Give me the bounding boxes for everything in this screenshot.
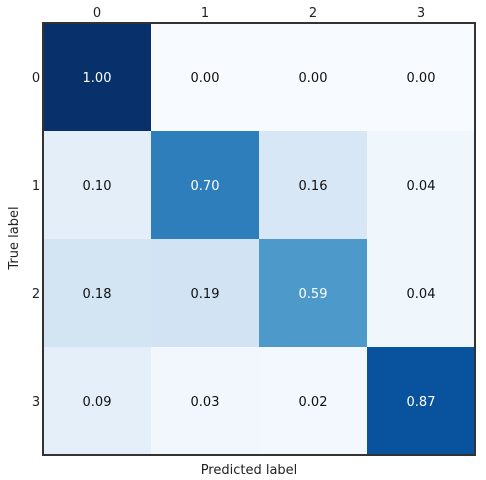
heatmap-cells xyxy=(43,23,476,456)
x-tick-label-2: 2 xyxy=(309,6,317,21)
y-tick-label-0: 0 xyxy=(32,71,40,86)
cell-value-label-r3-c3: 0.87 xyxy=(407,395,436,410)
cell-value-label-r1-c2: 0.16 xyxy=(299,179,328,194)
heatmap-cell-r1-c0 xyxy=(43,131,152,240)
heatmap-cell-r2-c0 xyxy=(43,239,152,348)
cell-value-label-r2-c2: 0.59 xyxy=(299,287,328,302)
heatmap-cell-r0-c3 xyxy=(367,23,476,132)
heatmap-cell-r1-c3 xyxy=(367,131,476,240)
cell-value-label-r0-c2: 0.00 xyxy=(299,71,328,86)
heatmap-cell-r2-c2 xyxy=(259,239,368,348)
cell-value-label-r3-c0: 0.09 xyxy=(83,395,112,410)
cell-value-label-r1-c1: 0.70 xyxy=(191,179,220,194)
x-tick-label-1: 1 xyxy=(201,6,209,21)
heatmap-cell-labels: 1.00 0.00 0.00 0.00 0.10 0.70 0.16 0.04 0.18 0.19… xyxy=(83,71,436,410)
heatmap-cell-r3-c2 xyxy=(259,347,368,456)
heatmap-cell-r3-c0 xyxy=(43,347,152,456)
heatmap-cell-r2-c1 xyxy=(151,239,260,348)
y-tick-labels: 0 1 2 3 xyxy=(32,71,40,410)
x-axis-label: Predicted label xyxy=(201,463,298,478)
y-tick-label-3: 3 xyxy=(32,395,40,410)
y-axis-label: True label xyxy=(7,206,22,270)
x-tick-label-0: 0 xyxy=(93,6,101,21)
cell-value-label-r1-c0: 0.10 xyxy=(83,179,112,194)
cell-value-label-r2-c1: 0.19 xyxy=(191,287,220,302)
cell-value-label-r0-c3: 0.00 xyxy=(407,71,436,86)
cell-value-label-r0-c1: 0.00 xyxy=(191,71,220,86)
cell-value-label-r3-c1: 0.03 xyxy=(191,395,220,410)
x-tick-labels: 0 1 2 3 xyxy=(93,6,425,21)
cell-value-label-r0-c0: 1.00 xyxy=(83,71,112,86)
cell-value-label-r1-c3: 0.04 xyxy=(407,179,436,194)
y-tick-label-1: 1 xyxy=(32,179,40,194)
heatmap-cell-r1-c1 xyxy=(151,131,260,240)
cell-value-label-r2-c3: 0.04 xyxy=(407,287,436,302)
plot-frame xyxy=(42,22,476,456)
heatmap-cell-r1-c2 xyxy=(259,131,368,240)
cell-value-label-r2-c0: 0.18 xyxy=(83,287,112,302)
heatmap-cell-r3-c3 xyxy=(367,347,476,456)
cell-value-label-r3-c2: 0.02 xyxy=(299,395,328,410)
heatmap-cell-r2-c3 xyxy=(367,239,476,348)
y-tick-label-2: 2 xyxy=(32,287,40,302)
heatmap-cell-r0-c2 xyxy=(259,23,368,132)
heatmap-cell-r0-c1 xyxy=(151,23,260,132)
x-tick-label-3: 3 xyxy=(417,6,425,21)
heatmap-cell-r0-c0 xyxy=(43,23,152,132)
heatmap-cell-r3-c1 xyxy=(151,347,260,456)
